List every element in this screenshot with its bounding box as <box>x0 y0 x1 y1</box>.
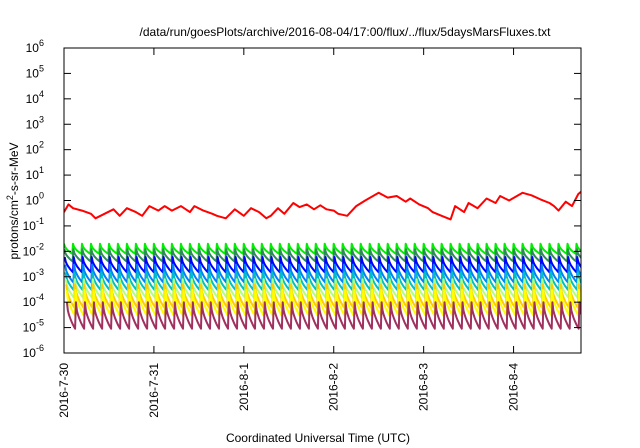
y-tick-label-base: 10 <box>23 321 37 335</box>
y-tick-label: 104 <box>26 89 44 106</box>
y-tick-label: 10-5 <box>23 318 44 335</box>
y-tick-label-exponent: 6 <box>39 38 44 48</box>
y-tick-label-exponent: 5 <box>39 63 44 73</box>
x-tick-label: 2016-8-4 <box>507 363 521 411</box>
y-tick-label-base: 10 <box>26 41 40 55</box>
series-line-5 <box>64 271 581 291</box>
y-tick-label-exponent: -6 <box>36 343 44 353</box>
y-tick-label: 103 <box>26 114 44 131</box>
y-tick-label-exponent: 4 <box>39 89 44 99</box>
y-axis-title: protons/cm2-s-sr-MeV <box>5 142 21 259</box>
y-tick-label-exponent: 2 <box>39 140 44 150</box>
y-tick-label-base: 10 <box>26 143 40 157</box>
y-tick-label-base: 10 <box>23 346 37 360</box>
y-tick-label-exponent: -5 <box>36 318 44 328</box>
y-tick-label: 10-4 <box>23 292 44 309</box>
series-line-8 <box>65 289 581 317</box>
y-tick-label-base: 10 <box>23 270 37 284</box>
y-tick-label: 10-1 <box>23 216 44 233</box>
y-tick-label-exponent: -3 <box>36 267 44 277</box>
y-tick-label-base: 10 <box>26 117 40 131</box>
x-tick-label: 2016-8-1 <box>237 363 251 411</box>
y-tick-label-exponent: 0 <box>39 191 44 201</box>
y-tick-label: 106 <box>26 38 44 55</box>
y-tick-label-exponent: -1 <box>36 216 44 226</box>
x-axis-title: Coordinated Universal Time (UTC) <box>226 431 410 445</box>
y-tick-label: 10-3 <box>23 267 44 284</box>
y-tick-label-exponent: 1 <box>39 165 44 175</box>
y-tick-label-base: 10 <box>26 92 40 106</box>
series-line-2 <box>64 248 581 263</box>
x-tick-label: 2016-8-3 <box>417 363 431 411</box>
x-tick-label: 2016-8-2 <box>327 363 341 411</box>
y-tick-label: 10-6 <box>23 343 44 360</box>
x-axis: 2016-7-30 2016-7-31 2016-8-1 2016-8-2 2016-8… <box>57 48 521 418</box>
y-tick-label-base: 10 <box>26 168 40 182</box>
y-tick-label-exponent: 3 <box>39 114 44 124</box>
series-line-3 <box>64 256 581 274</box>
y-tick-label: 10-2 <box>23 241 44 258</box>
y-tick-label-exponent: -2 <box>36 241 44 251</box>
series-line-9 <box>65 301 581 330</box>
series-line-4 <box>64 263 581 284</box>
y-tick-label-base: 10 <box>26 66 40 80</box>
y-axis-title-main: protons/cm <box>7 200 21 259</box>
series-group <box>64 191 581 330</box>
y-axis-title-superscript: 2 <box>5 195 15 200</box>
series-line-red <box>64 191 581 221</box>
x-tick-label: 2016-7-31 <box>147 363 161 418</box>
y-tick-label-base: 10 <box>23 295 37 309</box>
y-tick-label-base: 10 <box>23 244 37 258</box>
y-tick-label-exponent: -4 <box>36 292 44 302</box>
y-axis-title-units: -s-sr-MeV <box>7 142 21 195</box>
chart-title: /data/run/goesPlots/archive/2016-08-04/1… <box>140 25 552 39</box>
y-tick-label-base: 10 <box>23 219 37 233</box>
x-tick-label: 2016-7-30 <box>57 363 71 418</box>
y-tick-label-base: 10 <box>26 194 40 208</box>
y-axis: 10-610-510-410-310-210-11001011021031041… <box>23 38 581 360</box>
series-line-1 <box>64 242 581 255</box>
series-line-6 <box>64 278 581 299</box>
y-tick-label: 101 <box>26 165 44 182</box>
y-tick-label: 105 <box>26 63 44 80</box>
y-tick-label: 102 <box>26 140 44 157</box>
y-tick-label: 100 <box>26 191 44 208</box>
